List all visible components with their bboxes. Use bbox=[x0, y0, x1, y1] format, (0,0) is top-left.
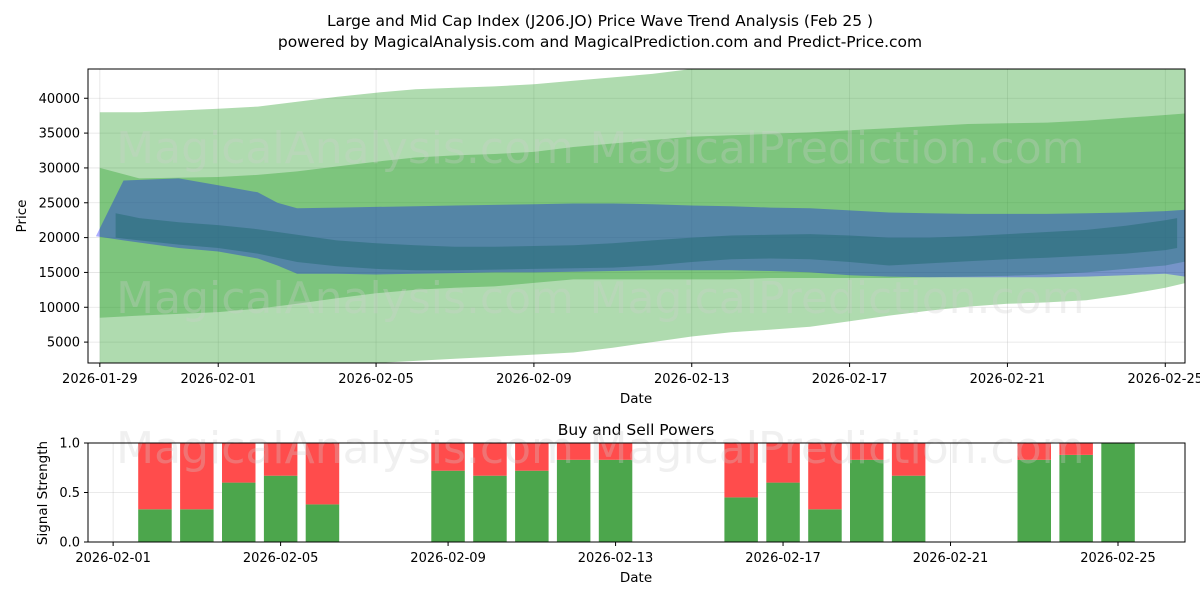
buy-bar bbox=[473, 475, 507, 542]
watermark-analysis-top: MagicalAnalysis.com bbox=[116, 123, 574, 174]
buy-sell-x-tick-label: 2026-02-25 bbox=[1080, 551, 1156, 566]
buy-bar bbox=[1101, 443, 1135, 542]
sell-bar bbox=[473, 443, 507, 476]
buy-bar bbox=[556, 459, 591, 542]
buy-bar bbox=[263, 475, 298, 542]
buy-bar bbox=[598, 459, 633, 542]
watermark-analysis-bottom: MagicalAnalysis.com bbox=[116, 423, 574, 474]
sell-bar bbox=[1017, 443, 1051, 460]
price-grid bbox=[88, 69, 1185, 363]
price-y-tick-label: 20000 bbox=[39, 231, 80, 246]
buy-sell-x-tick-label: 2026-02-21 bbox=[913, 551, 989, 566]
buy-bar bbox=[850, 459, 884, 542]
buy-sell-x-tick-label: 2026-02-13 bbox=[578, 551, 654, 566]
buy-bar bbox=[766, 482, 800, 542]
price-y-tick-label: 5000 bbox=[47, 336, 80, 351]
watermark-prediction-mid: MagicalPrediction.com bbox=[590, 273, 1085, 324]
buy-sell-y-axis-label: Signal Strength bbox=[35, 441, 51, 545]
price-y-tick-label: 15000 bbox=[39, 266, 80, 281]
buy-sell-bars bbox=[138, 443, 1135, 542]
sell-bar bbox=[222, 443, 256, 483]
price-y-tick-label: 35000 bbox=[39, 127, 80, 142]
buy-sell-x-tick-label: 2026-02-05 bbox=[243, 551, 319, 566]
sell-bar bbox=[850, 443, 884, 460]
buy-sell-y-tick-label: 0.5 bbox=[59, 486, 80, 501]
price-wave-chart: MagicalAnalysis.com MagicalPrediction.co… bbox=[14, 68, 1200, 407]
watermark-prediction-top: MagicalPrediction.com bbox=[590, 123, 1085, 174]
buy-bar bbox=[305, 504, 340, 542]
price-y-tick-label: 10000 bbox=[39, 301, 80, 316]
price-x-tick-label: 2026-02-13 bbox=[654, 372, 730, 387]
watermark-prediction-bottom: MagicalPrediction.com bbox=[590, 423, 1085, 474]
buy-bar bbox=[138, 509, 172, 542]
sell-bar bbox=[724, 443, 758, 498]
price-y-tick-label: 40000 bbox=[39, 92, 80, 107]
buy-sell-x-tick-label: 2026-02-17 bbox=[745, 551, 821, 566]
buy-bar bbox=[724, 497, 758, 542]
price-x-tick-label: 2026-02-25 bbox=[1127, 372, 1200, 387]
price-y-tick-label: 25000 bbox=[39, 196, 80, 211]
price-x-tick-label: 2026-01-29 bbox=[62, 372, 138, 387]
chart-title: Large and Mid Cap Index (J206.JO) Price … bbox=[327, 12, 873, 30]
sell-bar bbox=[556, 443, 591, 460]
sell-bar bbox=[598, 443, 633, 460]
price-x-tick-label: 2026-02-05 bbox=[338, 372, 414, 387]
price-x-tick-label: 2026-02-17 bbox=[812, 372, 888, 387]
price-x-tick-label: 2026-02-09 bbox=[496, 372, 572, 387]
sell-bar bbox=[431, 443, 465, 471]
sell-bar bbox=[515, 443, 549, 471]
buy-sell-x-tick-label: 2026-02-01 bbox=[75, 551, 151, 566]
buy-sell-x-tick-label: 2026-02-09 bbox=[410, 551, 486, 566]
watermark-analysis-mid: MagicalAnalysis.com bbox=[116, 273, 574, 324]
price-axis-ticks: 2026-01-29 2026-02-01 2026-02-05 2026-02-09… bbox=[39, 92, 1200, 387]
buy-sell-title: Buy and Sell Powers bbox=[558, 421, 715, 439]
buy-bar bbox=[1059, 454, 1093, 542]
sell-bar bbox=[891, 443, 926, 476]
buy-bar bbox=[1017, 459, 1051, 542]
dark-wave-band bbox=[115, 213, 1178, 271]
sell-bar bbox=[766, 443, 800, 483]
buy-bar bbox=[431, 470, 465, 542]
price-y-tick-label: 30000 bbox=[39, 161, 80, 176]
price-bands bbox=[95, 69, 1185, 363]
chart-subtitle: powered by MagicalAnalysis.com and Magic… bbox=[278, 33, 922, 51]
green-inner-band bbox=[99, 113, 1185, 363]
price-plot-frame bbox=[87, 68, 1186, 364]
price-x-axis-label: Date bbox=[620, 391, 652, 407]
buy-bar bbox=[891, 475, 926, 542]
buy-sell-chart: Buy and Sell Powers MagicalAnalysis.com … bbox=[35, 421, 1186, 586]
sell-bar bbox=[138, 443, 172, 510]
price-x-tick-label: 2026-02-21 bbox=[970, 372, 1046, 387]
sell-bar bbox=[808, 443, 842, 510]
buy-sell-y-tick-label: 0.0 bbox=[59, 536, 80, 551]
buy-bar bbox=[180, 509, 214, 542]
sell-bar bbox=[1059, 443, 1093, 455]
sell-bar bbox=[263, 443, 298, 476]
buy-sell-axis-ticks: 2026-02-01 2026-02-05 2026-02-09 2026-02-13… bbox=[59, 437, 1155, 567]
buy-bar bbox=[515, 470, 549, 542]
price-y-axis-label: Price bbox=[14, 200, 30, 233]
sell-bar bbox=[305, 443, 340, 505]
buy-sell-y-tick-label: 1.0 bbox=[59, 437, 80, 452]
buy-bar bbox=[222, 482, 256, 542]
sell-bar bbox=[180, 443, 214, 510]
price-x-tick-label: 2026-02-01 bbox=[180, 372, 256, 387]
buy-bar bbox=[808, 509, 842, 542]
buy-sell-x-axis-label: Date bbox=[620, 570, 652, 586]
